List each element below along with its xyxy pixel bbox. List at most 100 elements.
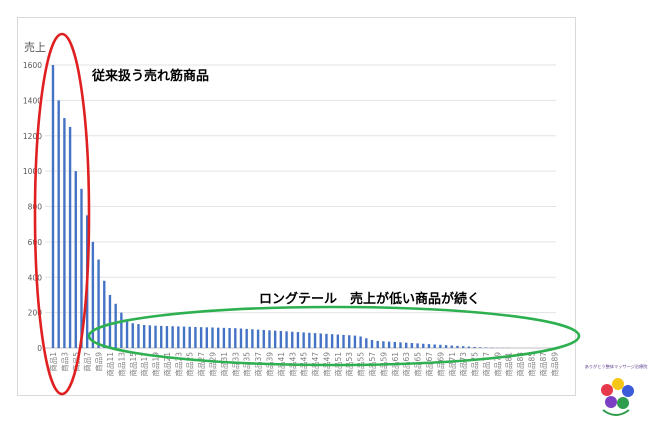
bars xyxy=(51,65,510,349)
bar xyxy=(171,326,174,348)
x-tick-label: 商品21 xyxy=(162,352,172,377)
bar xyxy=(165,326,169,348)
gridlines xyxy=(45,64,556,349)
bar xyxy=(256,329,260,348)
bar xyxy=(467,346,471,348)
bar xyxy=(427,344,431,348)
bar xyxy=(80,188,83,348)
bar xyxy=(348,335,351,348)
long-tail-highlight-ellipse xyxy=(87,305,581,367)
bar xyxy=(370,340,374,348)
bar xyxy=(57,100,60,349)
x-tick-label: 商品67 xyxy=(424,352,434,377)
x-tick-label: 商品11 xyxy=(105,352,115,377)
x-tick-label: 商品29 xyxy=(208,352,218,377)
bar xyxy=(103,280,106,348)
bar xyxy=(279,331,283,348)
bar xyxy=(376,340,379,348)
bar xyxy=(120,312,123,349)
bar xyxy=(461,346,465,348)
bar xyxy=(473,346,476,348)
x-tick-label: 商品69 xyxy=(435,352,445,377)
bar xyxy=(359,336,362,348)
bar xyxy=(479,347,482,348)
x-tick-label: 商品75 xyxy=(470,352,480,377)
bar xyxy=(217,327,220,348)
bar xyxy=(302,332,305,348)
bar xyxy=(291,331,294,348)
bar xyxy=(108,294,112,348)
bar xyxy=(148,325,152,348)
bar xyxy=(319,333,322,348)
bar xyxy=(239,328,243,348)
bar xyxy=(444,345,448,348)
clinic-logo: ありがとう整体マッサージ治療院 xyxy=(585,363,649,416)
bar xyxy=(177,326,180,348)
y-tick-label: 0 xyxy=(37,344,42,353)
bar xyxy=(393,341,396,348)
bar xyxy=(325,333,328,348)
bar xyxy=(142,325,146,348)
x-tick-label: 商品1 xyxy=(48,352,58,372)
bar xyxy=(450,345,453,348)
x-tick-label: 商品17 xyxy=(139,352,149,377)
bar xyxy=(68,126,72,348)
x-tick-label: 商品77 xyxy=(481,352,491,377)
x-tick-label: 商品3 xyxy=(59,352,69,372)
x-tick-label: 商品87 xyxy=(538,352,548,377)
bar xyxy=(251,329,254,348)
bar xyxy=(433,344,436,348)
x-tick-label: 商品31 xyxy=(219,352,229,377)
head-annotation: 従来扱う売れ筋商品 xyxy=(91,68,209,84)
bar xyxy=(308,332,311,348)
y-axis-label: 売上 xyxy=(24,41,46,54)
bar xyxy=(336,334,340,348)
x-tick-label: 商品25 xyxy=(185,352,195,377)
bar xyxy=(399,342,402,348)
bar xyxy=(234,328,237,348)
bar xyxy=(313,333,317,348)
y-tick-label: 1400 xyxy=(23,96,42,105)
bar xyxy=(160,325,163,348)
bar xyxy=(97,259,100,348)
bar xyxy=(456,345,459,348)
bar xyxy=(137,324,140,348)
bar xyxy=(353,335,357,348)
y-tick-label: 400 xyxy=(28,273,43,282)
bar xyxy=(296,332,300,348)
x-tick-label: 商品19 xyxy=(151,352,161,377)
bar xyxy=(74,171,77,349)
bar xyxy=(222,327,226,348)
x-tick-label: 商品5 xyxy=(71,352,81,372)
x-tick-label: 商品71 xyxy=(447,352,457,377)
bar xyxy=(131,323,134,348)
bar xyxy=(91,241,95,349)
bar xyxy=(125,321,129,348)
y-tick-label: 1000 xyxy=(23,167,42,176)
bar xyxy=(205,327,208,348)
bar xyxy=(245,328,248,348)
bar xyxy=(365,338,368,348)
logo-text: ありがとう整体マッサージ治療院 xyxy=(585,363,649,370)
bar xyxy=(199,327,203,348)
bar xyxy=(51,65,55,348)
x-tick-label: 商品27 xyxy=(196,352,206,377)
bar xyxy=(330,334,334,348)
y-tick-label: 200 xyxy=(28,309,43,318)
bar xyxy=(416,343,419,348)
head-highlight-ellipse xyxy=(33,32,91,396)
bar xyxy=(382,341,385,348)
y-tick-label: 1200 xyxy=(23,132,42,141)
x-tick-label: 商品33 xyxy=(230,352,240,377)
bar xyxy=(387,341,391,348)
bar xyxy=(154,325,157,348)
long-tail-annotation: ロングテール 売上が低い商品が続く xyxy=(259,291,480,307)
bar xyxy=(410,343,414,348)
x-tick-label: 商品13 xyxy=(116,352,126,377)
bar xyxy=(182,326,186,348)
bar xyxy=(211,327,214,348)
bar xyxy=(285,331,288,348)
bar xyxy=(63,118,66,348)
bar xyxy=(404,342,408,348)
bar xyxy=(228,328,231,348)
